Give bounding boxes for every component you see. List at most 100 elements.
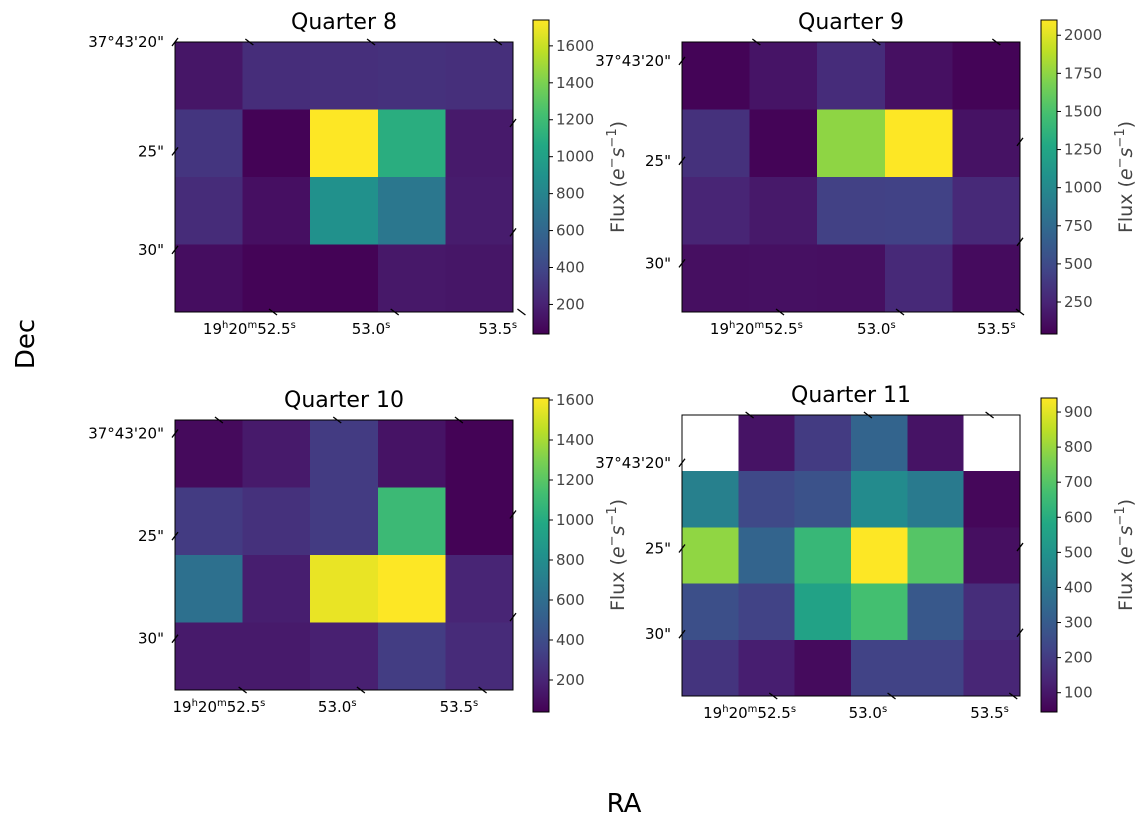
- panel-2-cell-r3-c0: [682, 244, 751, 313]
- panel-3-cell-r0-c2: [310, 420, 379, 489]
- panel-4-cell-r2-c3: [851, 527, 908, 585]
- panel-4-cell-r1-c0: [682, 471, 739, 528]
- panel-1-dec-tick-label: 37°43'20": [88, 33, 164, 51]
- panel-4-cell-r3-c4: [907, 583, 965, 641]
- panel-3-ra-tickmark-top-1: [332, 416, 342, 424]
- panel-2-cell-r1-c2: [817, 109, 886, 178]
- panel-2-cell-r1-c4: [952, 109, 1021, 178]
- panel-1-cell-r2-c0: [175, 177, 244, 246]
- panel-2-ra-tick-label: 53.5s: [977, 320, 1016, 338]
- panel-1-cell-r3-c1: [242, 244, 311, 313]
- panel-1-colorbar-tick-label: 600: [556, 222, 585, 240]
- panel-3-cell-r2-c0: [175, 555, 244, 624]
- panel-4-colorbar: [1040, 397, 1058, 713]
- panel-3-colorbar-tick-label: 1000: [556, 511, 594, 529]
- panel-3-colorbar-tick-label: 200: [556, 671, 585, 689]
- panel-4: Quarter 11 37°43'20" 25" 30" 19h20m52.5s 53.0…: [595, 383, 1137, 722]
- panel-3-ra-tickmark-top-0: [214, 416, 224, 424]
- panel-2-dec-tick-label: 30": [645, 254, 671, 272]
- panel-2-cell-r2-c4: [952, 177, 1021, 246]
- panel-1-cell-r0-c0: [175, 42, 244, 111]
- panel-3-title: Quarter 10: [284, 388, 404, 413]
- panel-4-cell-r1-c4: [907, 471, 965, 528]
- panel-3-colorbar-tick-label: 800: [556, 551, 585, 569]
- panel-4-ra-tick-label: 53.5s: [970, 704, 1009, 722]
- panel-1: Quarter 8 37°43'20" 25" 30" 19h20m52.5s 53.0s…: [88, 10, 629, 338]
- panel-2-ra-tickmark-top-2: [991, 38, 1001, 46]
- panel-2-colorbar-tick-label: 2000: [1064, 26, 1102, 44]
- panel-2-cell-r0-c2: [817, 42, 886, 111]
- panel-4-dec-tickmark-right-0: [1016, 542, 1024, 552]
- panel-2-cell-r2-c3: [884, 177, 953, 246]
- panel-4-colorbar-label: Flux (e−s−1): [1113, 499, 1137, 611]
- panel-4-cell-r1-c2: [794, 471, 852, 528]
- panel-1-colorbar-tick-label: 1000: [556, 148, 594, 166]
- panel-1-dec-tickmark-0: [171, 37, 179, 47]
- panel-4-ra-tickmark-top-0: [745, 411, 754, 419]
- panel-2-ra-tickmark-top-1: [871, 38, 881, 46]
- panel-1-ra-tickmark-top-2: [493, 38, 503, 46]
- panel-1-cell-r1-c0: [175, 109, 244, 178]
- panel-1-cell-r3-c4: [445, 244, 514, 313]
- panel-2-colorbar-tick-label: 1500: [1064, 102, 1102, 120]
- panel-2-cell-r1-c0: [682, 109, 751, 178]
- panel-2-ra-tick-label: 19h20m52.5s: [710, 320, 803, 338]
- panel-3-cell-r1-c4: [445, 487, 514, 556]
- panel-4-cell-r1-c3: [851, 471, 908, 528]
- panel-4-colorbar-tick-label: 100: [1064, 684, 1093, 702]
- panel-4-cell-r2-c1: [738, 527, 796, 585]
- panel-2-colorbar-tick-label: 250: [1064, 293, 1093, 311]
- panel-3-ra-tick-label: 53.5s: [440, 698, 479, 716]
- panel-1-colorbar-tick-label: 1200: [556, 111, 594, 129]
- panel-2-ra-tickmark-bottom-0: [775, 308, 785, 316]
- panel-2-cell-r0-c4: [952, 42, 1021, 111]
- panel-2-ra-tickmark-bottom-1: [895, 308, 905, 316]
- panel-1-ra-tick-label: 19h20m52.5s: [203, 320, 296, 338]
- panel-1-dec-tickmark-right-0: [509, 118, 517, 128]
- panel-1-colorbar: [532, 19, 550, 335]
- panel-1-colorbar-tick-label: 200: [556, 295, 585, 313]
- panel-3-cell-r3-c2: [310, 622, 379, 691]
- panel-4-cell-r0-c1: [738, 415, 796, 472]
- panel-3-cell-r1-c1: [242, 487, 311, 556]
- panel-2-cell-r3-c2: [817, 244, 886, 313]
- panel-2-ra-tickmark-bottom-2: [1015, 308, 1025, 316]
- panel-4-dec-tickmark-1: [678, 544, 686, 553]
- panel-4-cell-r4-c1: [738, 639, 796, 697]
- panel-1-cell-r2-c3: [377, 177, 446, 246]
- panel-2-ra-tickmark-top-0: [751, 38, 761, 46]
- panel-4-dec-tickmark-0: [678, 458, 686, 468]
- panel-1-cell-r2-c2: [310, 177, 379, 246]
- panel-4-cell-r3-c1: [738, 583, 796, 641]
- panel-2-colorbar-tick-label: 500: [1064, 255, 1093, 273]
- panel-1-title: Quarter 8: [291, 10, 397, 35]
- panel-2-colorbar-tick-label: 750: [1064, 217, 1093, 235]
- panel-3-ra-tick-label: 19h20m52.5s: [172, 698, 265, 716]
- panel-1-colorbar-tick-label: 1600: [556, 37, 594, 55]
- panel-2-colorbar-tick-label: 1000: [1064, 179, 1102, 197]
- panel-3-dec-tick-label: 30": [138, 630, 164, 648]
- panel-4-colorbar-tick-label: 900: [1064, 403, 1093, 421]
- panel-4-cell-r1-c1: [738, 471, 796, 528]
- panel-3-dec-tickmark-right-1: [509, 612, 517, 622]
- panel-4-dec-tick-label: 25": [645, 539, 671, 557]
- panel-2-dec-tickmark-1: [678, 156, 686, 166]
- panel-4-ra-tickmark-bottom-1: [887, 692, 896, 700]
- panel-4-cell-r0-c5: [963, 415, 1021, 472]
- panel-3-ra-tick-label: 53.0s: [318, 698, 357, 716]
- panel-4-colorbar-tick-label: 600: [1064, 508, 1093, 526]
- panel-3-colorbar-label: Flux (e−s−1): [605, 499, 629, 611]
- panel-3-colorbar-tick-label: 400: [556, 631, 585, 649]
- panel-1-cell-r3-c3: [377, 244, 446, 313]
- panel-4-cell-r4-c4: [907, 639, 965, 697]
- panel-2-cell-r1-c1: [749, 109, 818, 178]
- panel-3-cell-r2-c2: [310, 555, 379, 624]
- panel-4-cell-r3-c5: [963, 583, 1021, 641]
- panel-1-cell-r2-c1: [242, 177, 311, 246]
- panel-2-cell-r0-c0: [682, 42, 751, 111]
- panel-4-colorbar-tick-label: 300: [1064, 614, 1093, 632]
- panel-3-cell-r1-c0: [175, 487, 244, 556]
- panel-3-cell-r0-c4: [445, 420, 514, 489]
- panel-4-cell-r3-c3: [851, 583, 908, 641]
- panel-4-cell-r1-c5: [963, 471, 1021, 528]
